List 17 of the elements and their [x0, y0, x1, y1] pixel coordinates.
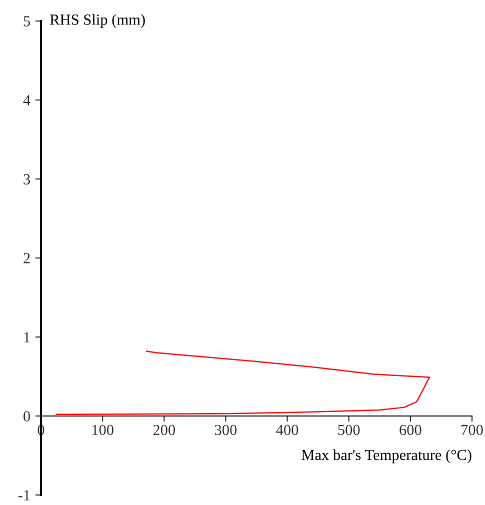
x-axis-title: Max bar's Temperature (°C): [302, 449, 472, 464]
x-tick-label: 500: [338, 424, 360, 436]
x-tick-label: 600: [400, 424, 422, 436]
y-axis-title: RHS Slip (mm): [50, 14, 145, 28]
y-tick-label: 1: [24, 332, 30, 342]
y-tick-label: -1: [18, 490, 30, 500]
y-tick-label: 4: [23, 95, 30, 106]
x-tick-label: 200: [153, 424, 176, 436]
x-tick-label: 400: [276, 424, 298, 436]
y-tick-label: 3: [24, 174, 30, 184]
x-tick-label: 300: [214, 424, 237, 436]
x-tick-label: 700: [462, 424, 483, 436]
x-tick-label: 100: [92, 424, 114, 436]
y-tick-label: 2: [24, 253, 30, 264]
y-tick-label: 5: [24, 16, 30, 26]
line-series: [56, 350, 430, 416]
y-tick-label: 0: [24, 411, 30, 422]
